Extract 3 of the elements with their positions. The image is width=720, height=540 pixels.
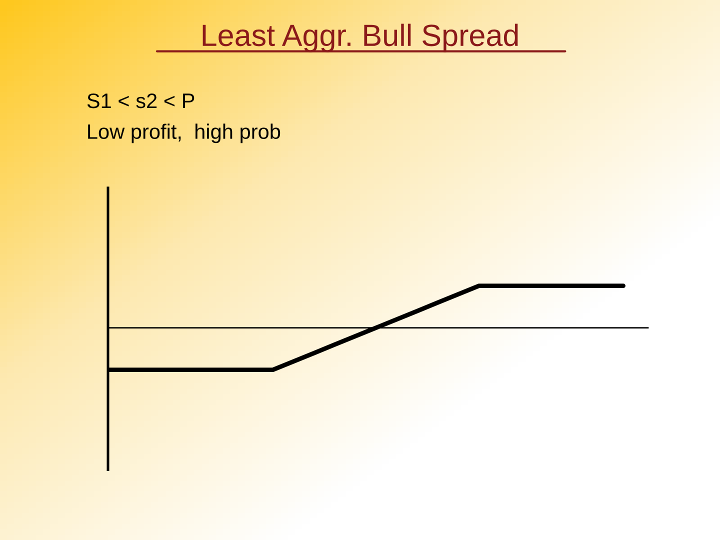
chart-title: Least Aggr. Bull Spread	[202, 24, 518, 52]
text: Low profit, high prob	[88, 124, 280, 144]
text: S1 < s2 < P	[87, 93, 194, 108]
